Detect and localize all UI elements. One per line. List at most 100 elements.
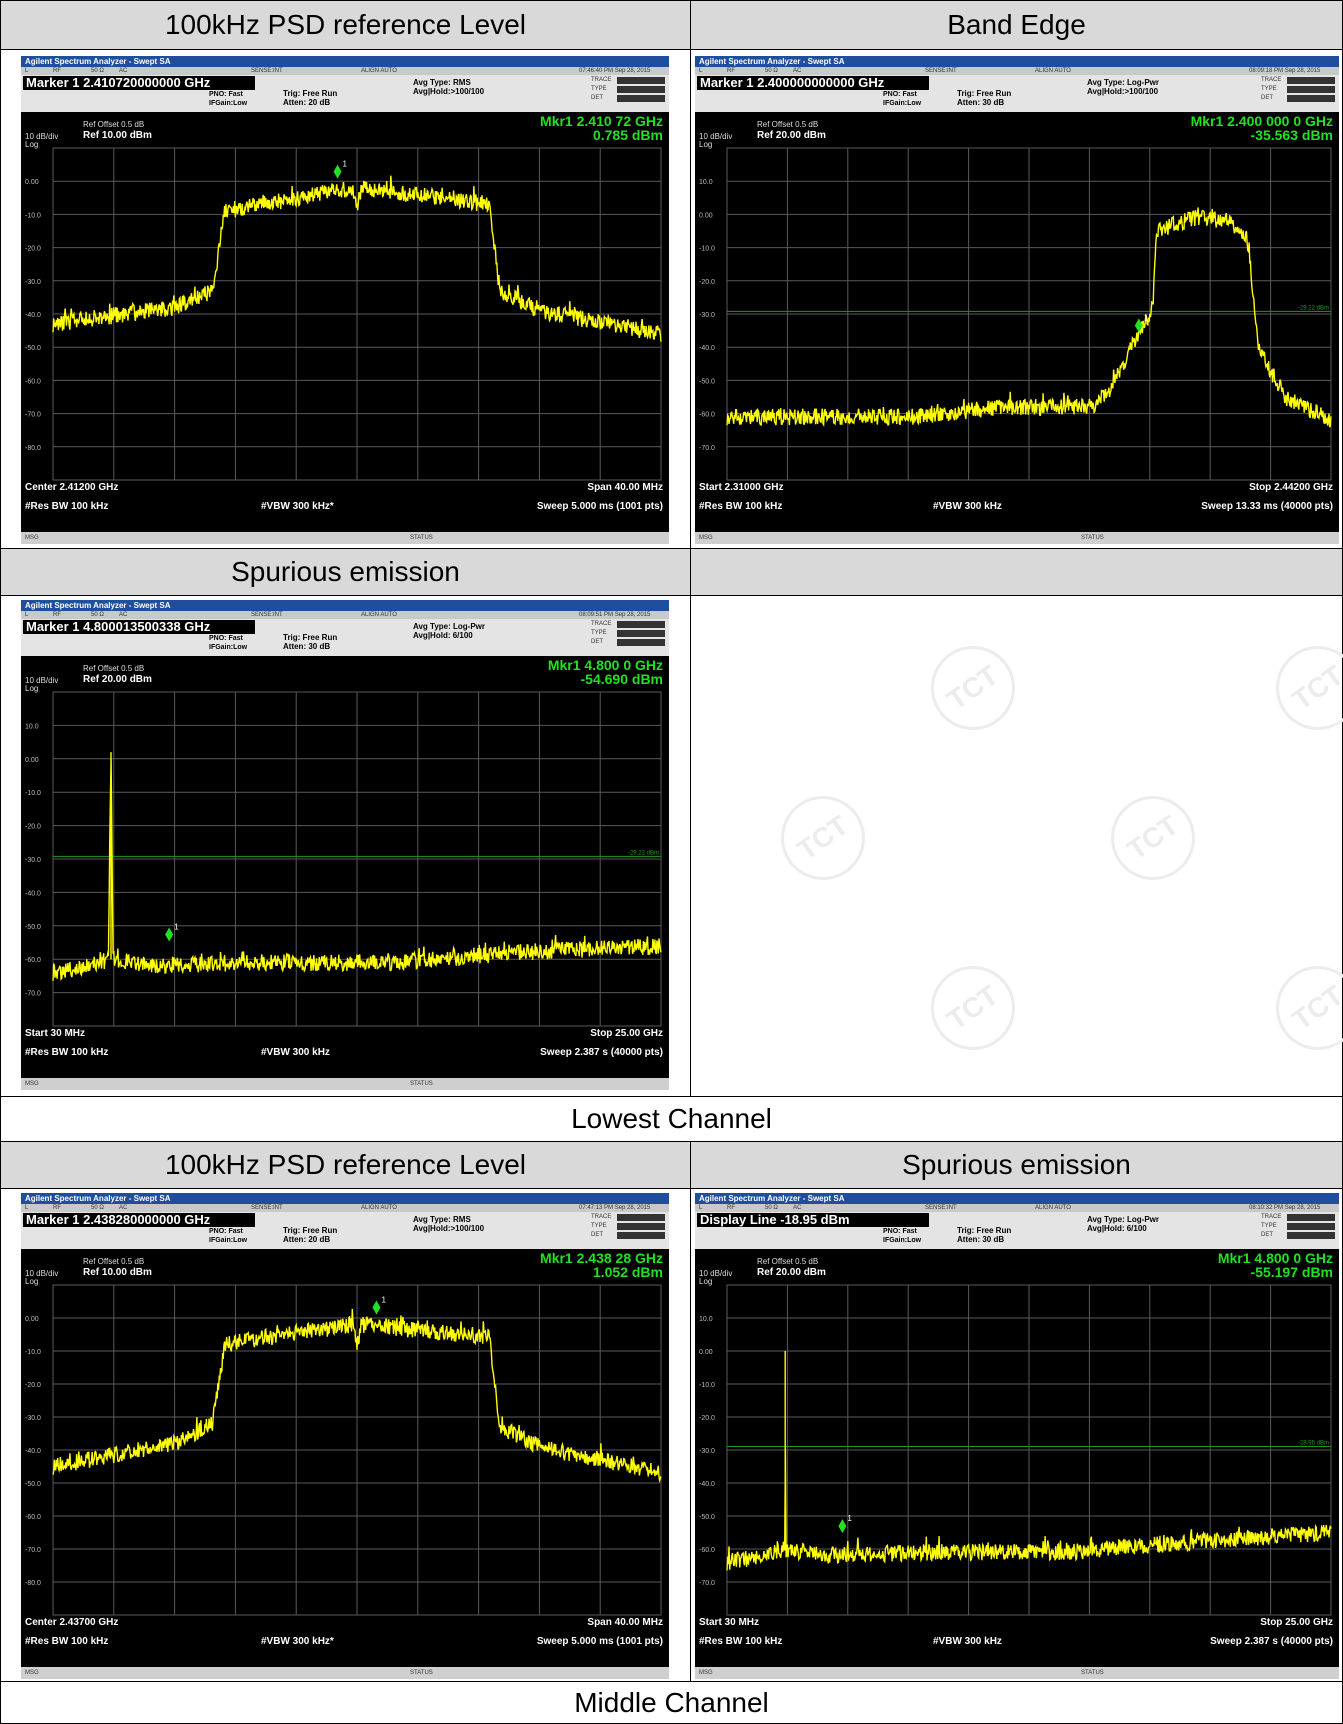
pno-setting: PNO: Fast bbox=[209, 91, 243, 98]
scale-type: Log bbox=[699, 1277, 713, 1286]
marker-readout-box: Display Line -18.95 dBm bbox=[697, 1213, 929, 1227]
avg-hold-setting: Avg|Hold:>100/100 bbox=[413, 87, 485, 96]
x-start-label: Center 2.41200 GHz bbox=[25, 482, 119, 493]
x-stop-label: Stop 25.00 GHz bbox=[590, 1028, 663, 1039]
strip-item: ALIGN AUTO bbox=[361, 68, 397, 74]
y-tick-label: -40.0 bbox=[25, 890, 41, 897]
spectrum-plot: 10.0 0.00 -10.0 -20.0 -30.0 -40.0 -50.0 -60.0 -7… bbox=[25, 691, 662, 1027]
ref-offset: Ref Offset 0.5 dB bbox=[757, 120, 819, 129]
caption-lowest-channel: Lowest Channel bbox=[0, 1096, 1343, 1142]
trace-indicator bbox=[617, 639, 665, 646]
scale-per-div: 10 dB/div bbox=[25, 132, 59, 141]
watermark-logo: TCT bbox=[1259, 629, 1343, 747]
trace-line bbox=[52, 1308, 662, 1483]
strip-item: SENSE:INT bbox=[251, 1205, 283, 1211]
y-tick-label: -30.0 bbox=[25, 279, 41, 286]
msg-label: MSG bbox=[25, 1670, 39, 1676]
marker-diamond bbox=[372, 1300, 381, 1315]
ref-level: Ref 10.00 dBm bbox=[83, 130, 152, 141]
y-tick-label: -10.0 bbox=[699, 246, 715, 253]
app-title: Agilent Spectrum Analyzer - Swept SA bbox=[21, 1193, 669, 1204]
strip-item: 50 Ω bbox=[91, 612, 104, 618]
status-label: STATUS bbox=[1081, 535, 1104, 541]
y-tick-label: -50.0 bbox=[25, 924, 41, 931]
plot-area: Ref Offset 0.5 dB 10 dB/div Ref 20.00 dBm L… bbox=[695, 1249, 1339, 1635]
y-tick-label: -50.0 bbox=[699, 1514, 715, 1521]
strip-item: ALIGN AUTO bbox=[1035, 1205, 1071, 1211]
trace-label: TYPE bbox=[591, 86, 607, 92]
trig-setting: Trig: Free Run bbox=[957, 89, 1012, 98]
header-band-edge: Band Edge bbox=[690, 0, 1343, 50]
y-tick-label: -40.0 bbox=[699, 345, 715, 352]
settings-panel: Marker 1 2.410720000000 GHz PNO: Fast IFGa… bbox=[21, 75, 669, 112]
bandwidth-bar: #Res BW 100 kHz #VBW 300 kHz Sweep 2.387 s… bbox=[695, 1635, 1339, 1667]
x-stop-label: Stop 2.44200 GHz bbox=[1249, 482, 1333, 493]
marker-frequency: Mkr1 4.800 0 GHz bbox=[547, 657, 663, 673]
bandwidth-bar: #Res BW 100 kHz #VBW 300 kHz Sweep 13.33 m… bbox=[695, 500, 1339, 532]
strip-item: 07:46:40 PM Sep 28, 2015 bbox=[579, 68, 651, 74]
trace-indicator bbox=[617, 86, 665, 93]
y-tick-label: -20.0 bbox=[25, 1382, 41, 1389]
header-empty bbox=[690, 548, 1343, 596]
strip-item: SENSE:INT bbox=[251, 68, 283, 74]
watermark-logo: TCT bbox=[914, 629, 1032, 747]
avg-type-setting: Avg Type: RMS bbox=[413, 1215, 471, 1224]
trace-label: TYPE bbox=[591, 630, 607, 636]
trace-indicator bbox=[617, 621, 665, 628]
strip-item: RF bbox=[727, 68, 735, 74]
cell-band-edge: Agilent Spectrum Analyzer - Swept SA L RF 5… bbox=[690, 49, 1343, 549]
marker-diamond bbox=[1134, 318, 1143, 333]
watermark-logo: TCT bbox=[914, 949, 1032, 1067]
y-tick-label: 0.00 bbox=[25, 1316, 39, 1323]
status-strip: L RF 50 Ω AC SENSE:INT ALIGN AUTO 08:10:32 PM … bbox=[695, 1204, 1339, 1212]
strip-item: L bbox=[25, 612, 29, 618]
x-stop-label: Span 40.00 MHz bbox=[587, 1617, 663, 1628]
y-tick-label: -20.0 bbox=[699, 1415, 715, 1422]
marker-number: 1 bbox=[1144, 313, 1149, 322]
spectrum-screen-band-edge: Agilent Spectrum Analyzer - Swept SA L RF 5… bbox=[695, 56, 1339, 544]
atten-setting: Atten: 30 dB bbox=[957, 98, 1005, 107]
trace-label: TYPE bbox=[591, 1223, 607, 1229]
y-tick-label: -60.0 bbox=[25, 957, 41, 964]
strip-item: RF bbox=[53, 612, 61, 618]
display-line-label: -29.22 dBm bbox=[628, 850, 659, 856]
strip-item: SENSE:INT bbox=[925, 1205, 957, 1211]
bandwidth-bar: #Res BW 100 kHz #VBW 300 kHz Sweep 2.387 s… bbox=[21, 1046, 669, 1078]
spectrum-plot: 0.00 -10.0 -20.0 -30.0 -40.0 -50.0 -60.0 -70.0 -… bbox=[25, 1284, 662, 1616]
strip-item: L bbox=[699, 68, 703, 74]
header-spurious-middle: Spurious emission bbox=[690, 1141, 1343, 1189]
y-tick-label: -80.0 bbox=[25, 445, 41, 452]
marker-readout-box: Marker 1 2.410720000000 GHz bbox=[23, 76, 255, 90]
strip-item: L bbox=[25, 1205, 29, 1211]
avg-type-setting: Avg Type: Log-Pwr bbox=[1087, 1215, 1159, 1224]
app-title: Agilent Spectrum Analyzer - Swept SA bbox=[695, 56, 1339, 67]
bandwidth-bar: #Res BW 100 kHz #VBW 300 kHz* Sweep 5.000 … bbox=[21, 500, 669, 532]
spectrum-screen-spurious-lowest: Agilent Spectrum Analyzer - Swept SA L RF 5… bbox=[21, 600, 669, 1090]
msg-label: MSG bbox=[699, 535, 713, 541]
ref-level: Ref 20.00 dBm bbox=[757, 130, 826, 141]
trig-setting: Trig: Free Run bbox=[283, 89, 338, 98]
ref-offset: Ref Offset 0.5 dB bbox=[757, 1257, 819, 1266]
trace-indicator bbox=[617, 1232, 665, 1239]
y-tick-label: -70.0 bbox=[25, 1547, 41, 1554]
y-tick-label: -20.0 bbox=[699, 279, 715, 286]
trace-indicator bbox=[617, 1214, 665, 1221]
x-stop-label: Span 40.00 MHz bbox=[587, 482, 663, 493]
trace-label: DET bbox=[591, 1232, 603, 1238]
strip-item: 08:10:32 PM Sep 28, 2015 bbox=[1249, 1205, 1321, 1211]
trig-setting: Trig: Free Run bbox=[283, 633, 338, 642]
y-tick-label: -30.0 bbox=[699, 1448, 715, 1455]
marker-number: 1 bbox=[847, 1514, 852, 1523]
status-strip: L RF 50 Ω AC SENSE:INT ALIGN AUTO 08:09:18 PM … bbox=[695, 67, 1339, 75]
status-label: STATUS bbox=[410, 535, 433, 541]
trace-label: TRACE bbox=[591, 1214, 612, 1220]
y-tick-label: -30.0 bbox=[25, 857, 41, 864]
x-start-label: Start 30 MHz bbox=[25, 1028, 86, 1039]
y-tick-label: -60.0 bbox=[25, 378, 41, 385]
y-tick-label: 0.00 bbox=[25, 179, 39, 186]
y-tick-label: -20.0 bbox=[25, 824, 41, 831]
strip-item: ALIGN AUTO bbox=[361, 1205, 397, 1211]
status-strip: L RF 50 Ω AC SENSE:INT ALIGN AUTO 07:46:40 PM … bbox=[21, 67, 669, 75]
y-tick-label: -30.0 bbox=[25, 1415, 41, 1422]
y-tick-label: -70.0 bbox=[699, 1580, 715, 1587]
